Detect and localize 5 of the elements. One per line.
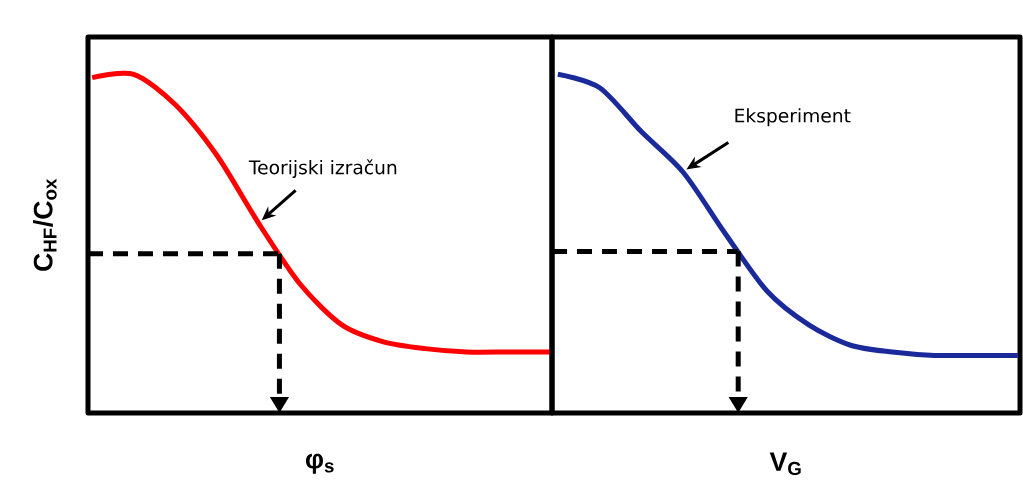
annotation: Teorijski izračun: [248, 159, 397, 179]
x-axis-title: φ$_{s}$: [305, 453, 334, 474]
annotation: Eksperiment: [735, 108, 851, 127]
y-axis-title: C$_{HF}$/C$_{ox}$: [33, 178, 57, 271]
x-axis-title: V$_{G}$: [769, 452, 801, 476]
